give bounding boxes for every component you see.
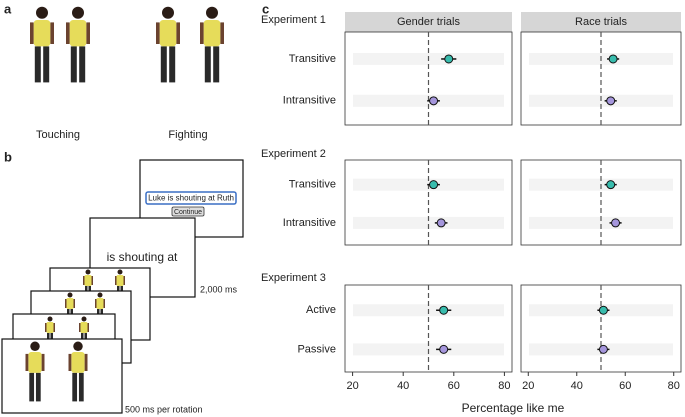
x-tick-label: 60 <box>619 380 631 392</box>
x-axis-label: Percentage like me <box>462 401 565 415</box>
mean-point <box>439 344 449 354</box>
mean-point <box>606 96 616 106</box>
caption: Touching <box>36 129 80 141</box>
panel-label: b <box>4 149 12 164</box>
panel <box>520 31 682 126</box>
facet-title: Gender trials <box>397 16 460 28</box>
row-label: Intransitive <box>283 217 336 229</box>
mean-point <box>608 54 618 64</box>
sentence: Luke is shouting at Ruth <box>148 194 234 203</box>
facet-strip <box>345 12 512 32</box>
rotation-frames <box>1 267 151 414</box>
rotation-note: 500 ms per rotation <box>125 404 203 414</box>
caption: Fighting <box>168 129 207 141</box>
x-tick-label: 40 <box>397 380 409 392</box>
button-label: Continue <box>174 209 202 216</box>
raw-data-band <box>353 216 504 229</box>
mean-point <box>429 180 439 190</box>
group-title: Experiment 3 <box>261 272 326 284</box>
mean-point <box>436 218 446 228</box>
continue-button[interactable] <box>171 206 205 217</box>
mean-point <box>444 54 454 64</box>
text-box <box>145 191 237 205</box>
mean-point <box>598 305 608 315</box>
photo-touching <box>30 6 90 83</box>
x-tick-label: 20 <box>522 380 534 392</box>
x-tick-label: 20 <box>346 380 358 392</box>
row-label: Passive <box>297 343 336 355</box>
row-label: Active <box>306 304 336 316</box>
mean-point <box>611 218 621 228</box>
facet-title: Race trials <box>575 16 627 28</box>
x-tick-label: 80 <box>498 380 510 392</box>
verb: is shouting at <box>107 250 178 264</box>
x-tick-label: 60 <box>448 380 460 392</box>
mean-point <box>439 305 449 315</box>
panel <box>344 31 513 126</box>
mean-point <box>429 96 439 106</box>
panel-label: a <box>4 1 12 16</box>
duration: 2,000 ms <box>200 284 238 294</box>
row-label: Intransitive <box>283 95 336 107</box>
chart: Gender trials Race trials Experiment 1 Tran… <box>261 12 682 415</box>
x-tick-label: 40 <box>571 380 583 392</box>
row-label: Transitive <box>289 53 336 65</box>
facet-strip <box>521 12 681 32</box>
mean-point <box>606 180 616 190</box>
mean-point <box>598 344 608 354</box>
photo-fighting <box>156 6 224 83</box>
group-title: Experiment 2 <box>261 148 326 160</box>
row-label: Transitive <box>289 179 336 191</box>
raw-data-band <box>529 216 673 229</box>
group-title: Experiment 1 <box>261 14 326 26</box>
x-tick-label: 80 <box>668 380 680 392</box>
panel-label: c <box>262 1 269 16</box>
